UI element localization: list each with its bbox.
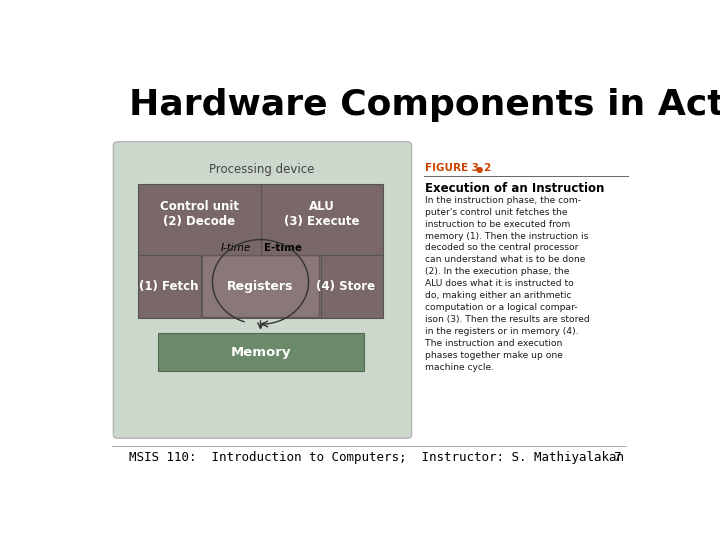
Text: Hardware Components in Action: Hardware Components in Action <box>129 88 720 122</box>
FancyBboxPatch shape <box>202 256 320 318</box>
Text: FIGURE 3: FIGURE 3 <box>425 164 479 173</box>
Text: (1) Fetch: (1) Fetch <box>139 280 199 293</box>
Text: Execution of an Instruction: Execution of an Instruction <box>425 182 604 195</box>
Text: I-time: I-time <box>221 244 251 253</box>
Text: 7: 7 <box>613 451 621 464</box>
Text: ALU
(3) Execute: ALU (3) Execute <box>284 200 359 227</box>
Text: E-time: E-time <box>264 244 302 253</box>
Text: 2: 2 <box>483 164 490 173</box>
Text: In the instruction phase, the com-
puter's control unit fetches the
instruction : In the instruction phase, the com- puter… <box>425 195 590 372</box>
Text: Processing device: Processing device <box>210 163 315 176</box>
Text: Registers: Registers <box>228 280 294 293</box>
Text: Control unit
(2) Decode: Control unit (2) Decode <box>160 200 239 227</box>
FancyBboxPatch shape <box>113 142 412 438</box>
Bar <box>158 333 364 372</box>
Bar <box>138 255 383 318</box>
Text: (4) Store: (4) Store <box>316 280 375 293</box>
Text: Memory: Memory <box>230 346 291 359</box>
Bar <box>138 184 383 255</box>
Text: ●: ● <box>476 165 483 174</box>
Text: MSIS 110:  Introduction to Computers;  Instructor: S. Mathiyalakan: MSIS 110: Introduction to Computers; Ins… <box>129 451 624 464</box>
